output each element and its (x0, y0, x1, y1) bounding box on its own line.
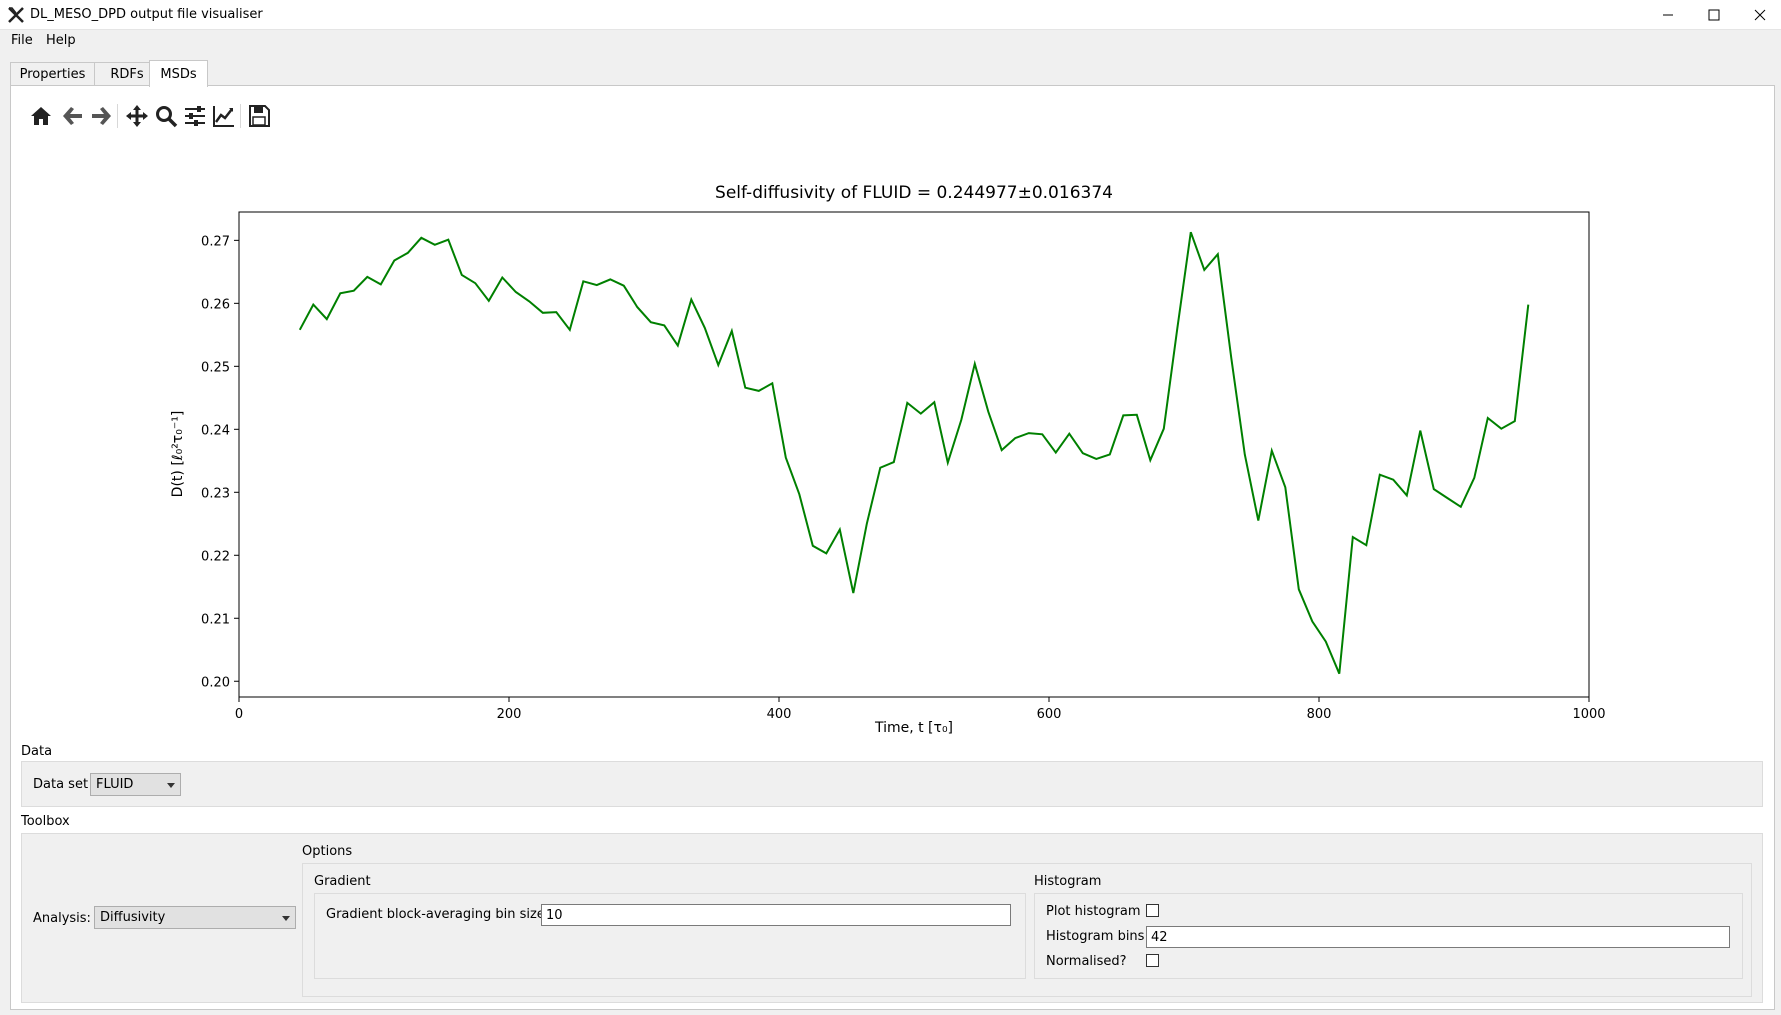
y-tick-label: 0.23 (201, 486, 230, 501)
x-tick-label: 800 (1307, 707, 1332, 722)
options-label: Options (302, 844, 353, 859)
menu-file[interactable]: File (11, 33, 33, 48)
save-figure-button[interactable] (243, 98, 275, 134)
analysis-label: Analysis: (33, 911, 91, 926)
menu-bar: File Help (0, 30, 1781, 52)
histogram-groupbox: Plot histogram Histogram bins 42 Normali… (1034, 893, 1743, 979)
x-tick-label: 0 (235, 707, 243, 722)
window-title: DL_MESO_DPD output file visualiser (30, 7, 263, 22)
maximize-icon (1708, 9, 1720, 21)
histogram-bins-input[interactable]: 42 (1146, 926, 1730, 948)
back-arrow-icon (63, 107, 82, 125)
gradient-groupbox: Gradient block-averaging bin size: 10 (314, 893, 1026, 979)
plot-histogram-checkbox[interactable] (1146, 904, 1159, 917)
home-icon (31, 107, 51, 125)
toolbox-groupbox: Analysis: Diffusivity Options Gradient G… (21, 833, 1763, 1003)
zoom-button[interactable] (150, 98, 182, 134)
minimize-icon (1663, 14, 1673, 16)
y-tick-label: 0.21 (201, 612, 230, 627)
menu-help[interactable]: Help (46, 33, 76, 48)
forward-button[interactable] (85, 98, 117, 134)
close-icon (1754, 9, 1766, 21)
x-tick-label: 400 (767, 707, 792, 722)
toolbar-separator (117, 104, 118, 128)
y-axis-label: D(t) [ℓ₀²τ₀⁻¹] (170, 411, 186, 498)
y-tick-label: 0.24 (201, 423, 230, 438)
y-tick-label: 0.27 (201, 234, 230, 249)
gradient-bin-size-input[interactable]: 10 (541, 904, 1011, 926)
configure-subplots-button[interactable] (179, 98, 211, 134)
save-icon (249, 105, 270, 127)
chevron-down-icon (167, 783, 175, 788)
pan-button[interactable] (121, 98, 153, 134)
chevron-down-icon (282, 916, 290, 921)
tab-properties[interactable]: Properties (10, 62, 95, 86)
plot-canvas[interactable]: Self-diffusivity of FLUID = 0.244977±0.0… (20, 142, 1767, 736)
toolbar-separator (240, 104, 241, 128)
dataset-value: FLUID (96, 777, 134, 792)
toolbox-section-label: Toolbox (21, 814, 70, 829)
maximize-button[interactable] (1691, 0, 1737, 30)
minimize-button[interactable] (1645, 0, 1691, 30)
tab-msds[interactable]: MSDs (149, 60, 208, 87)
x-tick-label: 200 (497, 707, 522, 722)
gradient-bin-size-label: Gradient block-averaging bin size: (326, 907, 550, 922)
forward-arrow-icon (92, 107, 111, 125)
data-groupbox: Data set FLUID (21, 761, 1763, 807)
title-bar: DL_MESO_DPD output file visualiser (0, 0, 1781, 30)
app-logo-icon (8, 7, 24, 23)
y-tick-label: 0.25 (201, 360, 230, 375)
edit-axes-button[interactable] (208, 98, 240, 134)
back-button[interactable] (57, 98, 89, 134)
x-tick-label: 1000 (1572, 707, 1605, 722)
analysis-value: Diffusivity (100, 910, 166, 925)
pan-icon (126, 105, 148, 127)
normalised-label: Normalised? (1046, 954, 1127, 969)
home-button[interactable] (25, 98, 57, 134)
normalised-checkbox[interactable] (1146, 954, 1159, 967)
plot-frame (238, 211, 1590, 698)
gradient-label: Gradient (314, 874, 371, 889)
y-tick-label: 0.26 (201, 297, 230, 312)
data-section-label: Data (21, 744, 53, 759)
dataset-select[interactable]: FLUID (90, 773, 181, 796)
series-line (298, 231, 1530, 675)
edit-axes-icon (213, 106, 234, 127)
configure-subplots-icon (185, 106, 205, 126)
analysis-select[interactable]: Diffusivity (94, 906, 296, 929)
y-tick-label: 0.22 (201, 549, 230, 564)
plot-histogram-label: Plot histogram (1046, 904, 1141, 919)
x-tick-label: 600 (1037, 707, 1062, 722)
histogram-bins-label: Histogram bins (1046, 929, 1145, 944)
histogram-label: Histogram (1034, 874, 1102, 889)
options-groupbox: Gradient Gradient block-averaging bin si… (302, 863, 1752, 997)
y-tick-label: 0.20 (201, 675, 230, 690)
x-axis-label: Time, t [τ₀] (874, 720, 953, 736)
zoom-icon (156, 106, 178, 128)
chart-title: Self-diffusivity of FLUID = 0.244977±0.0… (715, 183, 1113, 203)
dataset-label: Data set (33, 777, 89, 792)
diffusivity-chart: Self-diffusivity of FLUID = 0.244977±0.0… (170, 183, 1606, 736)
close-button[interactable] (1737, 0, 1781, 30)
